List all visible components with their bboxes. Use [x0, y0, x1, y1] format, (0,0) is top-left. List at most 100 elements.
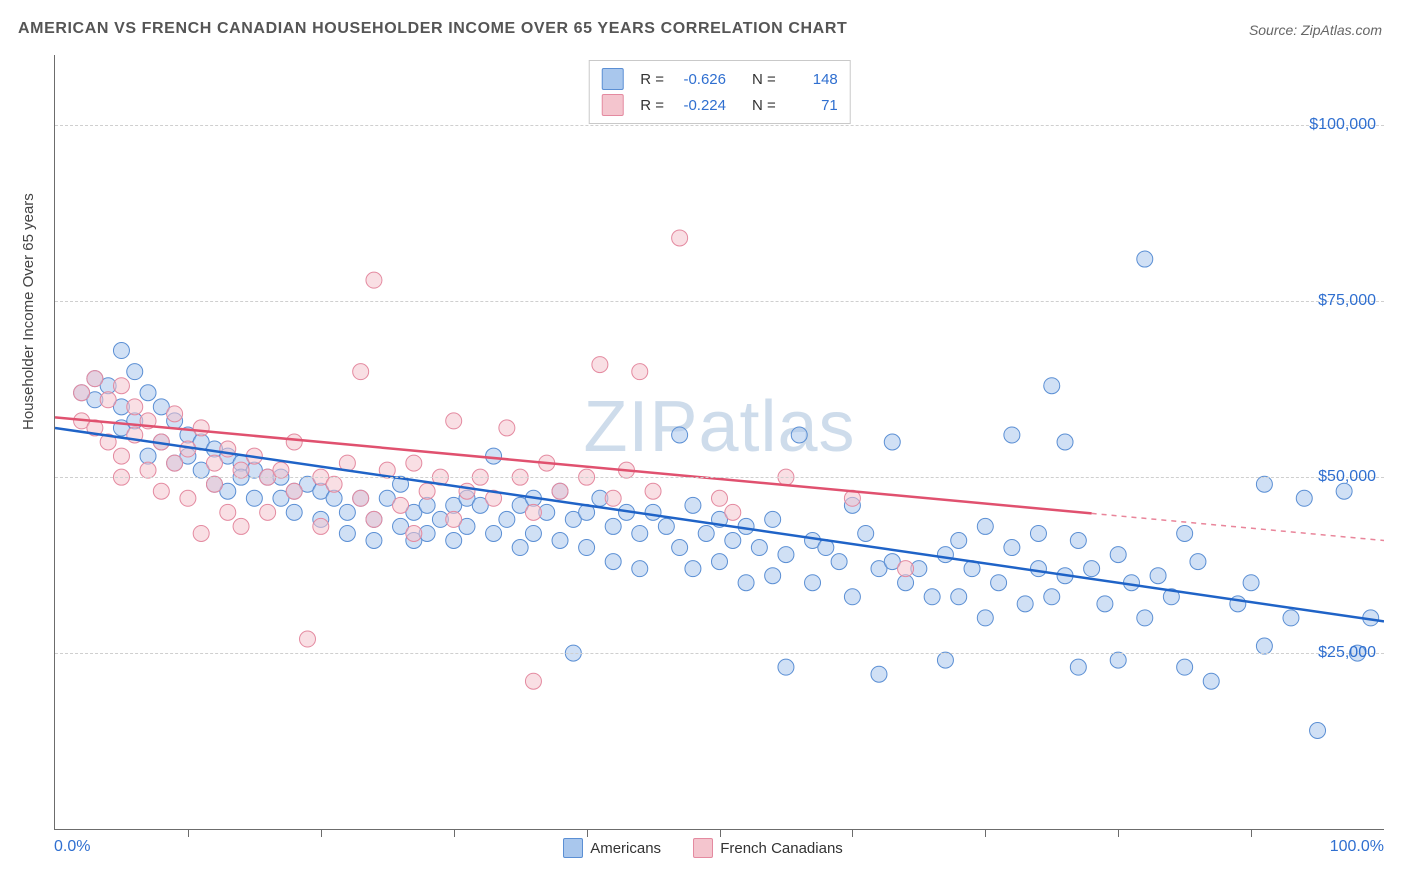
data-point-french_canadians — [300, 631, 316, 647]
data-point-americans — [127, 364, 143, 380]
data-point-americans — [632, 561, 648, 577]
data-point-french_canadians — [605, 490, 621, 506]
data-point-french_canadians — [499, 420, 515, 436]
gridline — [55, 125, 1384, 126]
r-value-french-canadians: -0.224 — [674, 97, 726, 114]
legend-row-americans: R = -0.626 N = 148 — [601, 66, 838, 92]
data-point-americans — [1283, 610, 1299, 626]
x-tick — [188, 829, 189, 837]
data-point-americans — [645, 504, 661, 520]
data-point-americans — [725, 533, 741, 549]
gridline — [55, 477, 1384, 478]
data-point-americans — [512, 540, 528, 556]
data-point-americans — [805, 575, 821, 591]
data-point-french_canadians — [167, 406, 183, 422]
data-point-americans — [339, 504, 355, 520]
data-point-french_canadians — [286, 434, 302, 450]
data-point-french_canadians — [193, 525, 209, 541]
data-point-french_canadians — [113, 378, 129, 394]
data-point-french_canadians — [180, 490, 196, 506]
data-point-french_canadians — [552, 483, 568, 499]
data-point-americans — [991, 575, 1007, 591]
data-point-americans — [1203, 673, 1219, 689]
data-point-french_canadians — [353, 364, 369, 380]
data-point-americans — [738, 518, 754, 534]
data-point-americans — [1190, 554, 1206, 570]
data-point-americans — [685, 561, 701, 577]
data-point-french_canadians — [393, 497, 409, 513]
legend-row-french-canadians: R = -0.224 N = 71 — [601, 92, 838, 118]
chart-svg — [55, 55, 1384, 829]
data-point-americans — [140, 385, 156, 401]
legend-label-french-canadians: French Canadians — [720, 840, 843, 857]
data-point-americans — [1110, 547, 1126, 563]
data-point-americans — [924, 589, 940, 605]
data-point-french_canadians — [313, 518, 329, 534]
data-point-americans — [446, 533, 462, 549]
data-point-americans — [1057, 434, 1073, 450]
data-point-french_canadians — [406, 455, 422, 471]
y-tick-label: $100,000 — [1309, 116, 1376, 134]
data-point-french_canadians — [167, 455, 183, 471]
swatch-french-canadians — [601, 94, 623, 116]
data-point-americans — [605, 554, 621, 570]
data-point-americans — [1137, 251, 1153, 267]
data-point-french_canadians — [446, 511, 462, 527]
x-tick — [852, 829, 853, 837]
data-point-americans — [937, 547, 953, 563]
data-point-americans — [844, 589, 860, 605]
n-value-americans: 148 — [786, 71, 838, 88]
data-point-americans — [831, 554, 847, 570]
data-point-french_canadians — [525, 504, 541, 520]
data-point-americans — [951, 533, 967, 549]
data-point-americans — [1177, 525, 1193, 541]
data-point-french_canadians — [725, 504, 741, 520]
n-value-french-canadians: 71 — [786, 97, 838, 114]
data-point-french_canadians — [140, 462, 156, 478]
data-point-french_canadians — [260, 504, 276, 520]
data-point-french_canadians — [153, 483, 169, 499]
source-attribution: Source: ZipAtlas.com — [1249, 22, 1382, 38]
data-point-french_canadians — [672, 230, 688, 246]
data-point-french_canadians — [220, 504, 236, 520]
chart-title: AMERICAN VS FRENCH CANADIAN HOUSEHOLDER … — [18, 20, 847, 38]
data-point-americans — [884, 434, 900, 450]
x-tick — [1118, 829, 1119, 837]
data-point-americans — [658, 518, 674, 534]
swatch-americans — [563, 838, 583, 858]
data-point-americans — [486, 525, 502, 541]
data-point-french_canadians — [193, 420, 209, 436]
data-point-french_canadians — [100, 392, 116, 408]
data-point-french_canadians — [645, 483, 661, 499]
data-point-americans — [632, 525, 648, 541]
data-point-french_canadians — [366, 272, 382, 288]
legend-label-americans: Americans — [590, 840, 661, 857]
data-point-americans — [1084, 561, 1100, 577]
data-point-french_canadians — [712, 490, 728, 506]
data-point-french_canadians — [206, 476, 222, 492]
correlation-legend: R = -0.626 N = 148 R = -0.224 N = 71 — [588, 60, 851, 124]
y-tick-label: $25,000 — [1318, 644, 1376, 662]
data-point-americans — [286, 504, 302, 520]
data-point-americans — [1310, 722, 1326, 738]
swatch-french-canadians — [693, 838, 713, 858]
data-point-americans — [552, 533, 568, 549]
data-point-americans — [1177, 659, 1193, 675]
data-point-americans — [977, 610, 993, 626]
data-point-americans — [977, 518, 993, 534]
data-point-americans — [1070, 659, 1086, 675]
data-point-americans — [1030, 561, 1046, 577]
trend-line-dashed-french_canadians — [1092, 513, 1384, 540]
data-point-americans — [751, 540, 767, 556]
legend-item-americans: Americans — [563, 838, 661, 858]
data-point-americans — [672, 427, 688, 443]
data-point-americans — [951, 589, 967, 605]
data-point-french_canadians — [406, 525, 422, 541]
data-point-americans — [113, 343, 129, 359]
data-point-americans — [672, 540, 688, 556]
data-point-americans — [791, 427, 807, 443]
y-axis-label: Householder Income Over 65 years — [20, 193, 37, 430]
data-point-americans — [1256, 476, 1272, 492]
data-point-french_canadians — [113, 448, 129, 464]
data-point-americans — [525, 525, 541, 541]
